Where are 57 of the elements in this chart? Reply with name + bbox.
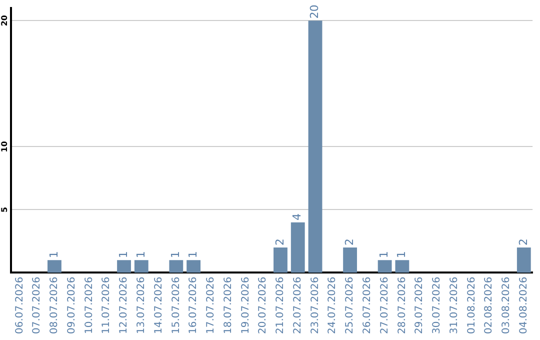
x-tick-label: 23.07.2026: [310, 276, 321, 334]
x-tick-label: 18.07.2026: [222, 276, 234, 334]
x-tick-label: 16.07.2026: [188, 276, 200, 334]
data-label: 2: [342, 238, 356, 246]
x-tick-label: 15.07.2026: [170, 276, 182, 334]
data-label: 4: [290, 213, 304, 220]
x-tick-label: 28.07.2026: [396, 276, 408, 334]
x-tick-label: 25.07.2026: [344, 276, 356, 334]
x-tick-label: 09.07.2026: [66, 276, 78, 334]
x-tick-label: 24.07.2026: [327, 276, 338, 334]
x-tick-label: 10.07.2026: [84, 276, 95, 334]
data-label: 1: [169, 251, 182, 258]
data-label: 1: [395, 251, 408, 258]
x-tick-label: 13.07.2026: [136, 276, 147, 334]
x-tick-label: 17.07.2026: [206, 276, 217, 334]
x-tick-label: 01.08.2026: [466, 276, 478, 334]
bar: [343, 248, 357, 273]
x-tick-label: 22.07.2026: [292, 276, 304, 334]
bar: [48, 260, 62, 273]
bar: [117, 260, 131, 273]
bar: [186, 260, 201, 273]
x-tick-label: 21.07.2026: [275, 276, 286, 334]
x-tick-label: 03.08.2026: [501, 276, 512, 334]
x-tick-label: 30.07.2026: [432, 276, 443, 334]
x-tick-label: 31.07.2026: [448, 276, 460, 334]
bar: [516, 248, 531, 273]
y-tick-label: 10: [0, 140, 10, 152]
x-tick-label: 11.07.2026: [101, 276, 112, 334]
x-tick-label: 07.07.2026: [32, 276, 43, 334]
bar: [169, 260, 184, 273]
x-tick-label: 06.07.2026: [14, 276, 26, 334]
x-tick-label: 14.07.2026: [153, 276, 164, 334]
bar: [290, 222, 305, 273]
data-label: 2: [516, 238, 530, 246]
bar: [134, 260, 148, 273]
bar: [378, 260, 392, 273]
data-label: 1: [134, 251, 148, 258]
x-tick-label: 04.08.2026: [518, 276, 530, 334]
bar: [308, 20, 322, 273]
x-tick-label: 26.07.2026: [362, 276, 374, 334]
data-label: 1: [186, 251, 200, 258]
x-tick-label: 12.07.2026: [118, 276, 130, 334]
x-tick-label: 27.07.2026: [379, 276, 390, 334]
data-label: 20: [308, 4, 322, 19]
data-label: 1: [47, 251, 60, 258]
x-tick-label: 29.07.2026: [414, 276, 426, 334]
y-tick-label: 20: [0, 14, 10, 26]
data-label: 1: [378, 251, 391, 258]
x-tick-label: 02.08.2026: [484, 276, 495, 334]
x-tick-label: 19.07.2026: [240, 276, 252, 334]
data-label: 1: [116, 251, 130, 258]
bar: [395, 260, 410, 273]
x-tick-label: 20.07.2026: [258, 276, 269, 334]
y-tick-label: 5: [0, 206, 10, 212]
bar: [274, 248, 288, 273]
x-tick-label: 08.07.2026: [49, 276, 60, 334]
data-label: 2: [273, 238, 286, 246]
